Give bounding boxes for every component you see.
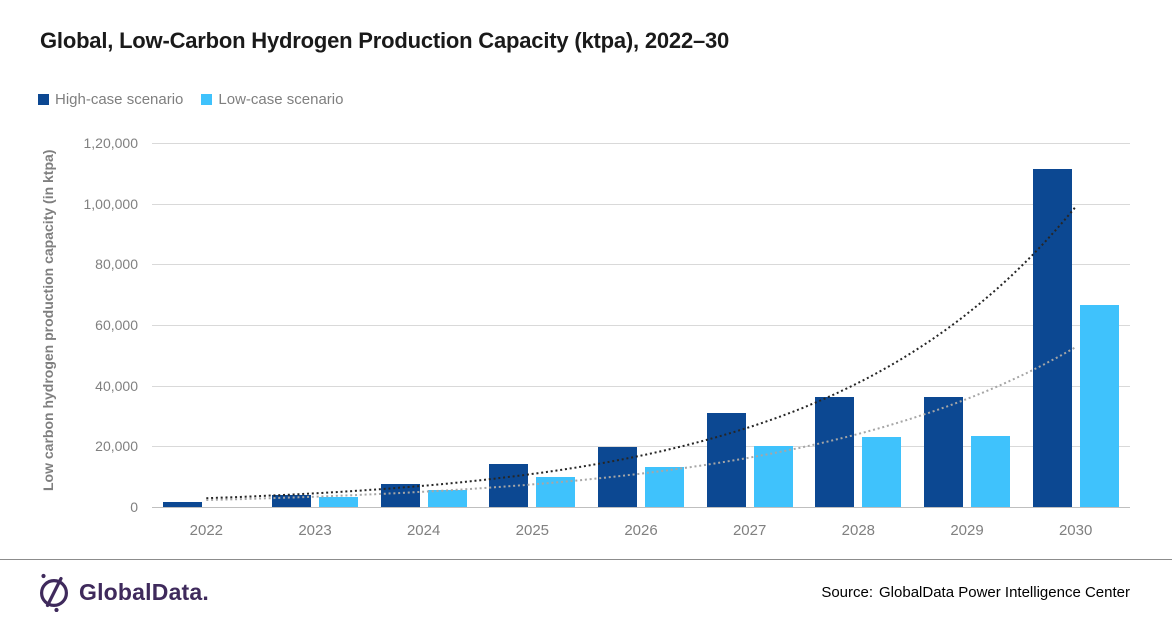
bar-low-2025 (536, 477, 576, 507)
y-tick-label: 1,20,000 (83, 135, 139, 151)
x-tick-label: 2023 (298, 522, 332, 539)
x-tick-label: 2029 (950, 522, 984, 539)
gridline (152, 264, 1130, 266)
bar-low-2030 (1079, 305, 1119, 507)
legend-swatch-high-icon (38, 94, 49, 105)
x-axis-line (152, 507, 1130, 508)
y-tick-label: 80,000 (95, 256, 138, 273)
bar-high-2029 (924, 396, 963, 507)
y-tick-label: 1,00,000 (83, 195, 139, 212)
x-tick-label: 2028 (841, 522, 876, 539)
x-tick-label: 2024 (406, 522, 441, 539)
source-label: Source: (821, 584, 874, 601)
source-line: Source: GlobalData Power Intelligence Cen… (821, 584, 1130, 601)
x-tick-label: 2030 (1058, 522, 1093, 539)
footer-divider (0, 559, 1172, 560)
bar-low-2029 (971, 435, 1010, 507)
bar-low-2026 (645, 466, 684, 507)
source-text: GlobalData Power Intelligence Center (879, 584, 1130, 601)
gridline (152, 203, 1130, 205)
bar-high-2030 (1032, 168, 1072, 507)
legend-item-high-case: High-case scenario (38, 91, 183, 108)
globaldata-logo-text: GlobalData. (79, 578, 210, 605)
x-tick-label: 2022 (189, 522, 224, 539)
gridline (152, 385, 1130, 387)
x-tick-label: 2027 (732, 522, 767, 539)
y-tick-label: 0 (130, 499, 138, 515)
bar-low-2027 (753, 445, 793, 507)
bar-low-2023 (319, 497, 358, 507)
legend: High-case scenario Low-case scenario (38, 91, 343, 108)
legend-label-high-case: High-case scenario (55, 91, 184, 108)
legend-swatch-low-icon (201, 94, 213, 105)
chart-title: Global, Low-Carbon Hydrogen Production C… (40, 28, 730, 53)
gridline (152, 325, 1130, 326)
bar-low-2028 (862, 436, 902, 507)
x-tick-label: 2026 (624, 522, 658, 539)
bar-high-2028 (815, 397, 855, 507)
bar-low-2024 (427, 490, 467, 507)
bar-high-2023 (272, 495, 311, 507)
legend-item-low-case: Low-case scenario (201, 91, 343, 108)
y-tick-label: 20,000 (95, 438, 138, 455)
gridline (152, 143, 1130, 144)
bar-high-2024 (380, 484, 420, 507)
y-tick-label: 60,000 (95, 317, 138, 333)
globaldata-logo-icon (40, 573, 68, 612)
bar-high-2025 (489, 463, 529, 507)
globaldata-logo: GlobalData. (38, 572, 209, 612)
legend-label-low-case: Low-case scenario (218, 91, 344, 108)
bar-high-2022 (163, 502, 203, 507)
bar-high-2027 (706, 412, 746, 507)
bar-high-2026 (598, 447, 637, 507)
y-tick-label: 40,000 (95, 377, 138, 394)
x-tick-label: 2025 (515, 522, 550, 539)
